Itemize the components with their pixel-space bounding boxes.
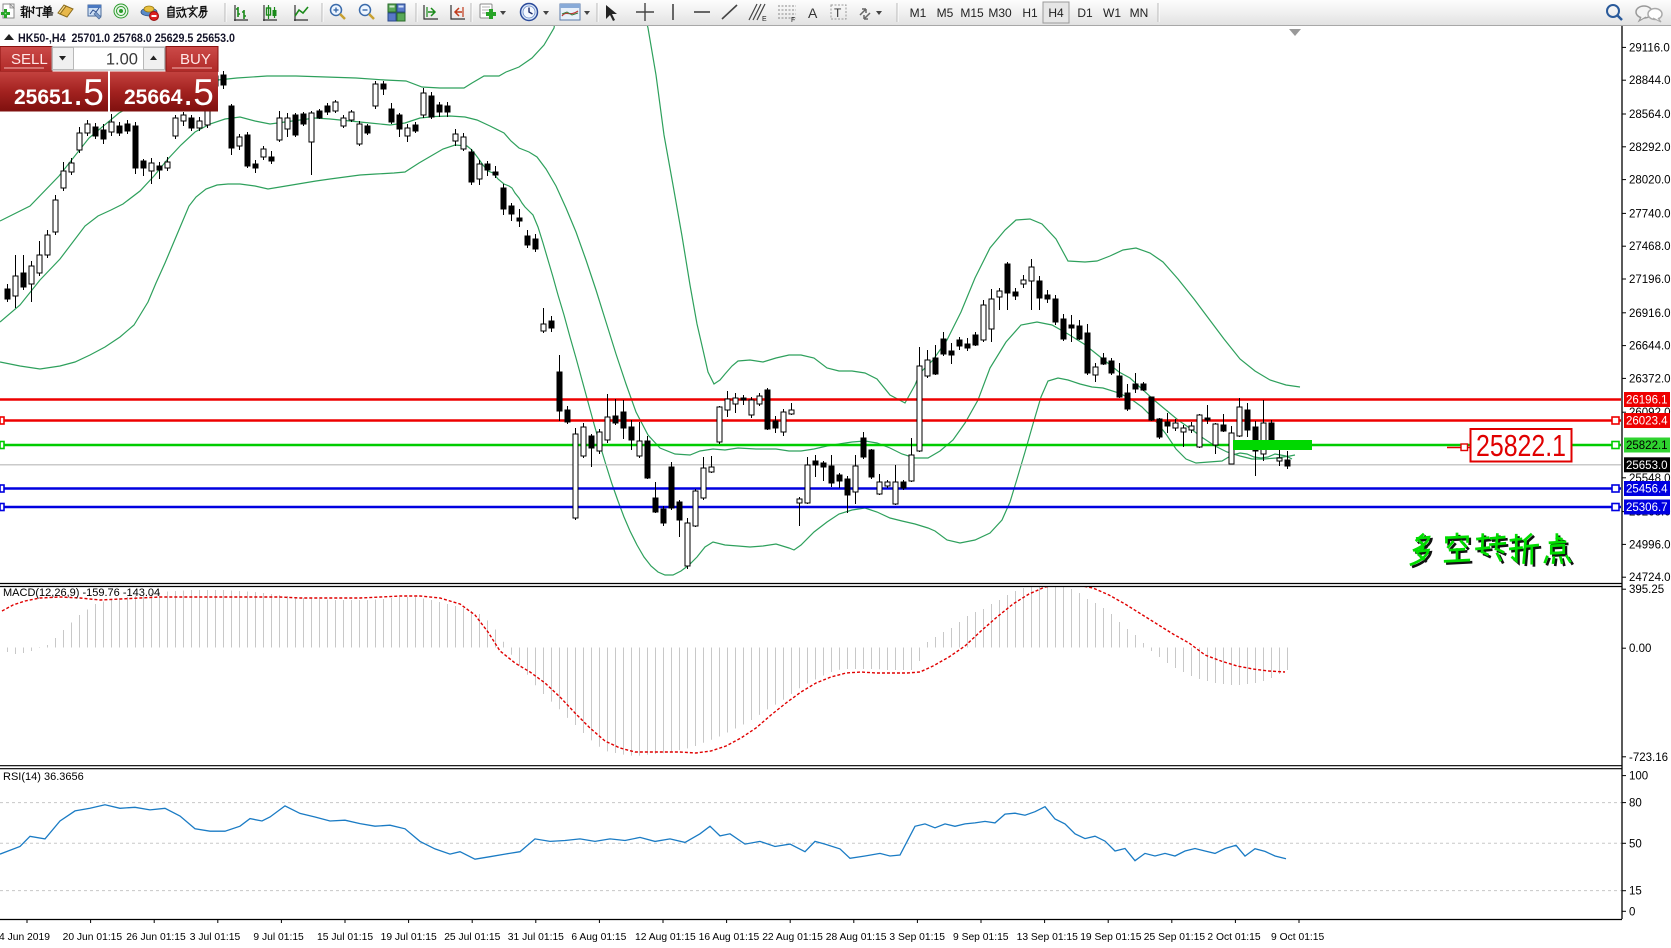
svg-text:25822.1: 25822.1	[1626, 440, 1668, 452]
svg-text:3 Sep 01:15: 3 Sep 01:15	[889, 932, 945, 943]
svg-text:2 Oct 01:15: 2 Oct 01:15	[1207, 932, 1261, 943]
svg-text:19 Jul 01:15: 19 Jul 01:15	[381, 932, 437, 943]
svg-text:12 Aug 01:15: 12 Aug 01:15	[635, 932, 696, 943]
svg-text:24724.0: 24724.0	[1629, 572, 1671, 584]
svg-text:26644.0: 26644.0	[1629, 341, 1671, 353]
svg-text:27468.0: 27468.0	[1629, 241, 1671, 253]
svg-text:100: 100	[1629, 771, 1648, 783]
svg-text:25306.7: 25306.7	[1626, 502, 1668, 514]
svg-text:16 Aug 01:15: 16 Aug 01:15	[699, 932, 760, 943]
svg-text:H4: H4	[1048, 6, 1064, 20]
svg-text:27740.0: 27740.0	[1629, 208, 1671, 220]
svg-text:395.25: 395.25	[1629, 584, 1664, 596]
svg-text:29116.0: 29116.0	[1629, 42, 1670, 54]
svg-text:D1: D1	[1077, 6, 1093, 20]
svg-text:M1: M1	[910, 6, 927, 20]
svg-text:3 Jul 01:15: 3 Jul 01:15	[190, 932, 241, 943]
svg-text:RSI(14) 36.3656: RSI(14) 36.3656	[3, 771, 84, 783]
svg-text:6 Aug 01:15: 6 Aug 01:15	[571, 932, 626, 943]
svg-text:BUY: BUY	[180, 51, 211, 68]
svg-text:22 Aug 01:15: 22 Aug 01:15	[762, 932, 823, 943]
svg-text:28292.0: 28292.0	[1629, 142, 1671, 154]
svg-text:25822.1: 25822.1	[1476, 428, 1566, 463]
svg-text:24996.0: 24996.0	[1629, 539, 1671, 551]
svg-text:25456.4: 25456.4	[1626, 484, 1668, 496]
svg-text:SELL: SELL	[11, 51, 48, 68]
svg-text:26023.4: 26023.4	[1626, 416, 1668, 428]
svg-text:.5: .5	[73, 72, 104, 113]
svg-text:M30: M30	[988, 6, 1012, 20]
svg-text:28 Aug 01:15: 28 Aug 01:15	[826, 932, 887, 943]
svg-text:28020.0: 28020.0	[1629, 175, 1671, 187]
svg-text:1.00: 1.00	[106, 51, 138, 69]
svg-text:25653.0: 25653.0	[1626, 460, 1668, 472]
svg-text:E: E	[762, 16, 767, 23]
svg-text:19 Sep 01:15: 19 Sep 01:15	[1080, 932, 1142, 943]
svg-text:.5: .5	[183, 72, 214, 113]
svg-text:13 Sep 01:15: 13 Sep 01:15	[1017, 932, 1079, 943]
svg-text:M5: M5	[937, 6, 954, 20]
svg-text:15 Jul 01:15: 15 Jul 01:15	[317, 932, 373, 943]
svg-text:9 Oct 01:15: 9 Oct 01:15	[1271, 932, 1325, 943]
svg-text:T: T	[834, 6, 842, 20]
svg-text:28564.0: 28564.0	[1629, 109, 1671, 121]
svg-text:26196.1: 26196.1	[1626, 395, 1668, 407]
svg-text:4 Jun 2019: 4 Jun 2019	[0, 932, 50, 943]
svg-text:25 Sep 01:15: 25 Sep 01:15	[1144, 932, 1206, 943]
svg-text:15: 15	[1629, 886, 1642, 898]
svg-text:HK50-,H4 25701.0 25768.0 2562: HK50-,H4 25701.0 25768.0 25629.5 25653.0	[18, 33, 235, 45]
svg-text:25 Jul 01:15: 25 Jul 01:15	[444, 932, 500, 943]
svg-text:9 Jul 01:15: 9 Jul 01:15	[253, 932, 304, 943]
svg-text:50: 50	[1629, 838, 1642, 850]
svg-text:MACD(12,26,9) -159.76 -143.04: MACD(12,26,9) -159.76 -143.04	[3, 587, 160, 599]
svg-text:A: A	[808, 5, 818, 21]
svg-text:MN: MN	[1130, 6, 1149, 20]
svg-text:0: 0	[1629, 906, 1635, 918]
svg-text:0.00: 0.00	[1629, 643, 1651, 655]
svg-text:25651: 25651	[14, 86, 73, 109]
svg-text:26 Jun 01:15: 26 Jun 01:15	[126, 932, 186, 943]
svg-text:28844.0: 28844.0	[1629, 75, 1671, 87]
svg-text:W1: W1	[1103, 6, 1121, 20]
svg-text:20 Jun 01:15: 20 Jun 01:15	[63, 932, 123, 943]
svg-text:F: F	[791, 17, 795, 24]
svg-text:M15: M15	[960, 6, 984, 20]
svg-text:9 Sep 01:15: 9 Sep 01:15	[953, 932, 1009, 943]
svg-text:27196.0: 27196.0	[1629, 274, 1671, 286]
svg-text:H1: H1	[1022, 6, 1038, 20]
svg-text:80: 80	[1629, 798, 1642, 810]
svg-text:31 Jul 01:15: 31 Jul 01:15	[508, 932, 564, 943]
svg-text:26372.0: 26372.0	[1629, 373, 1671, 385]
svg-text:-723.16: -723.16	[1629, 752, 1668, 764]
svg-text:26916.0: 26916.0	[1629, 308, 1671, 320]
svg-text:25664: 25664	[124, 86, 183, 109]
